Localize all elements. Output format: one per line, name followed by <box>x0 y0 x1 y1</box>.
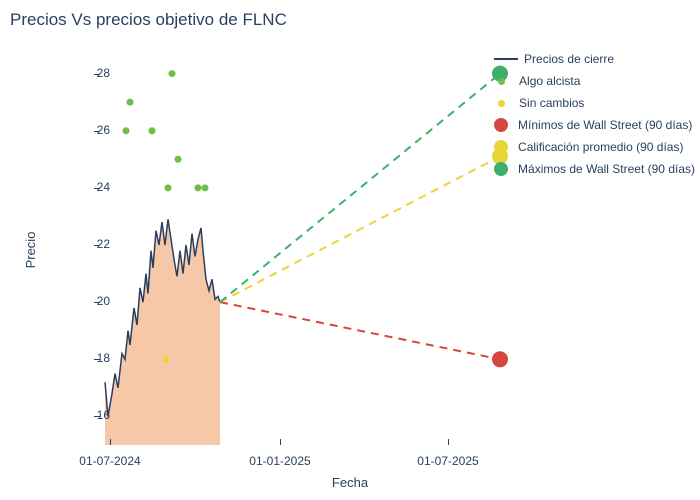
y-tick-label: 16 <box>80 408 110 422</box>
legend-item: Precios de cierre <box>494 50 695 68</box>
bullish-point <box>202 184 209 191</box>
bullish-point <box>169 70 176 77</box>
legend-item: Algo alcista <box>494 72 695 90</box>
y-tick-mark <box>94 74 100 75</box>
legend-label: Máximos de Wall Street (90 días) <box>518 162 695 176</box>
x-tick-mark <box>280 439 281 445</box>
y-tick-mark <box>94 245 100 246</box>
legend-item: Mínimos de Wall Street (90 días) <box>494 116 695 134</box>
y-tick-label: 22 <box>80 237 110 251</box>
y-tick-mark <box>94 416 100 417</box>
legend-dot-swatch <box>494 140 508 154</box>
legend-label: Mínimos de Wall Street (90 días) <box>518 118 692 132</box>
legend-item: Máximos de Wall Street (90 días) <box>494 160 695 178</box>
projection-line-min <box>220 302 500 359</box>
legend-label: Calificación promedio (90 días) <box>518 140 683 154</box>
y-tick-mark <box>94 302 100 303</box>
legend-dot-swatch <box>494 118 508 132</box>
x-tick-label: 01-01-2025 <box>240 454 320 468</box>
legend: Precios de cierre Algo alcista Sin cambios… <box>494 50 695 182</box>
y-tick-label: 20 <box>80 294 110 308</box>
y-tick-mark <box>94 131 100 132</box>
x-tick-label: 01-07-2024 <box>70 454 150 468</box>
legend-item: Sin cambios <box>494 94 695 112</box>
y-tick-label: 26 <box>80 123 110 137</box>
bullish-point <box>149 127 156 134</box>
y-tick-mark <box>94 359 100 360</box>
x-tick-label: 01-07-2025 <box>408 454 488 468</box>
legend-label: Algo alcista <box>519 74 580 88</box>
x-tick-mark <box>448 439 449 445</box>
legend-line-swatch <box>494 58 518 60</box>
bullish-point <box>165 184 172 191</box>
projection-line-avg <box>220 156 500 302</box>
bullish-point <box>175 156 182 163</box>
y-tick-label: 18 <box>80 351 110 365</box>
legend-label: Sin cambios <box>519 96 584 110</box>
bullish-point <box>195 184 202 191</box>
target-marker-min <box>492 351 508 367</box>
legend-dot-swatch <box>498 100 505 107</box>
legend-item: Calificación promedio (90 días) <box>494 138 695 156</box>
unchanged-point <box>163 356 170 363</box>
price-target-chart: Precios Vs precios objetivo de FLNC Prec… <box>0 0 700 500</box>
y-tick-label: 24 <box>80 180 110 194</box>
y-tick-label: 28 <box>80 66 110 80</box>
legend-dot-swatch <box>494 162 508 176</box>
projection-line-max <box>220 74 500 303</box>
legend-dot-swatch <box>498 78 505 85</box>
legend-label: Precios de cierre <box>524 52 614 66</box>
bullish-point <box>127 99 134 106</box>
y-tick-mark <box>94 188 100 189</box>
bullish-point <box>123 127 130 134</box>
x-tick-mark <box>110 439 111 445</box>
